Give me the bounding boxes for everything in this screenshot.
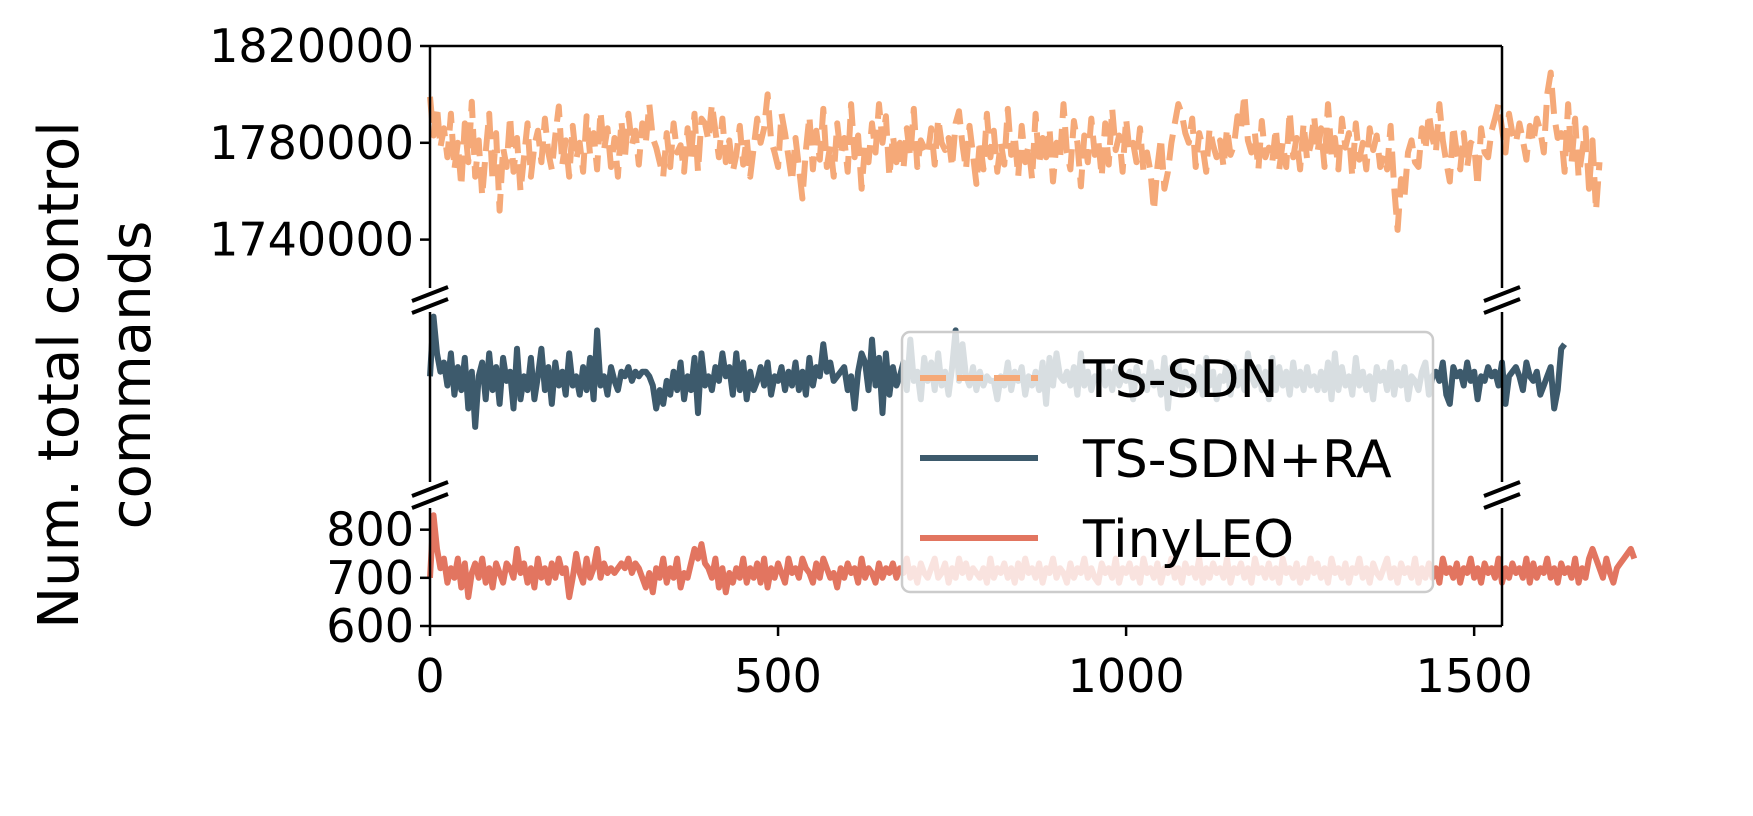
y-axis-label-line-2: commands	[99, 221, 164, 530]
x-tick-label: 500	[734, 649, 822, 703]
y-tick-label: 800	[326, 503, 414, 557]
ticks-layer: 1740000178000018200007000710072006007008…	[209, 19, 1533, 703]
axis-break-mark	[1483, 297, 1521, 315]
legend: TS-SDN TS-SDN+RA TinyLEO	[900, 330, 1435, 594]
y-tick-label: 1780000	[209, 116, 414, 170]
legend-label: TS-SDN+RA	[1082, 430, 1392, 490]
axis-break-mark	[411, 480, 449, 498]
legend-box	[900, 330, 1435, 594]
y-axis-label-line-1: Num. total control	[27, 121, 92, 629]
y-tick-label: 1820000	[209, 19, 414, 73]
axis-break-mark	[411, 492, 449, 510]
y-tick-label: 700	[326, 551, 414, 605]
axis-break-mark	[1483, 480, 1521, 498]
axes-layer	[411, 44, 1521, 628]
series-line-ts-sdn	[427, 69, 1603, 233]
y-tick-label: 1740000	[209, 213, 414, 267]
axis-break-mark	[1483, 285, 1521, 303]
axis-break-mark	[411, 297, 449, 315]
axis-break-mark	[1483, 492, 1521, 510]
x-tick-label: 1500	[1416, 649, 1533, 703]
x-tick-label: 0	[415, 649, 444, 703]
legend-label: TinyLEO	[1082, 510, 1294, 570]
legend-label: TS-SDN	[1082, 350, 1278, 410]
y-tick-label: 600	[326, 599, 414, 653]
axis-break-mark	[411, 285, 449, 303]
x-tick-label: 1000	[1068, 649, 1185, 703]
